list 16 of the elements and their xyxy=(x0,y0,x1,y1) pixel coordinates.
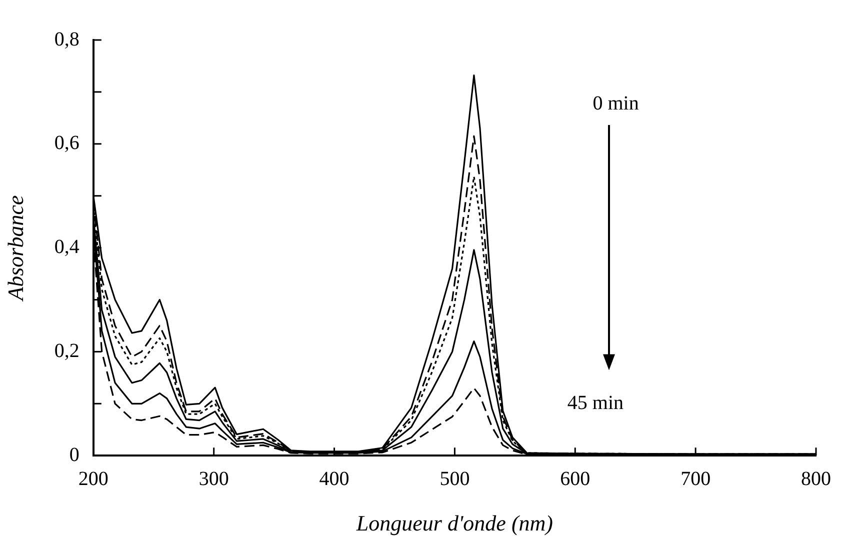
y-tick-label: 0,2 xyxy=(54,340,80,362)
y-tick-label: 0,6 xyxy=(54,132,80,154)
x-tick-label: 600 xyxy=(560,468,590,490)
x-tick-label: 400 xyxy=(319,468,350,490)
y-axis-title: Absorbance xyxy=(2,195,28,302)
x-tick-label: 300 xyxy=(198,468,229,490)
y-tick-label: 0,8 xyxy=(54,28,80,50)
y-tick-label: 0,4 xyxy=(54,236,80,258)
x-tick-label: 500 xyxy=(440,468,470,490)
x-tick-label: 700 xyxy=(680,468,711,490)
x-tick-label: 800 xyxy=(801,468,831,490)
annotation: 45 min xyxy=(567,392,624,414)
annotation: 0 min xyxy=(592,92,639,115)
x-tick-label: 200 xyxy=(78,468,108,490)
x-axis-title: Longueur d'onde (nm) xyxy=(355,510,553,536)
y-tick-label: 0 xyxy=(69,444,80,466)
